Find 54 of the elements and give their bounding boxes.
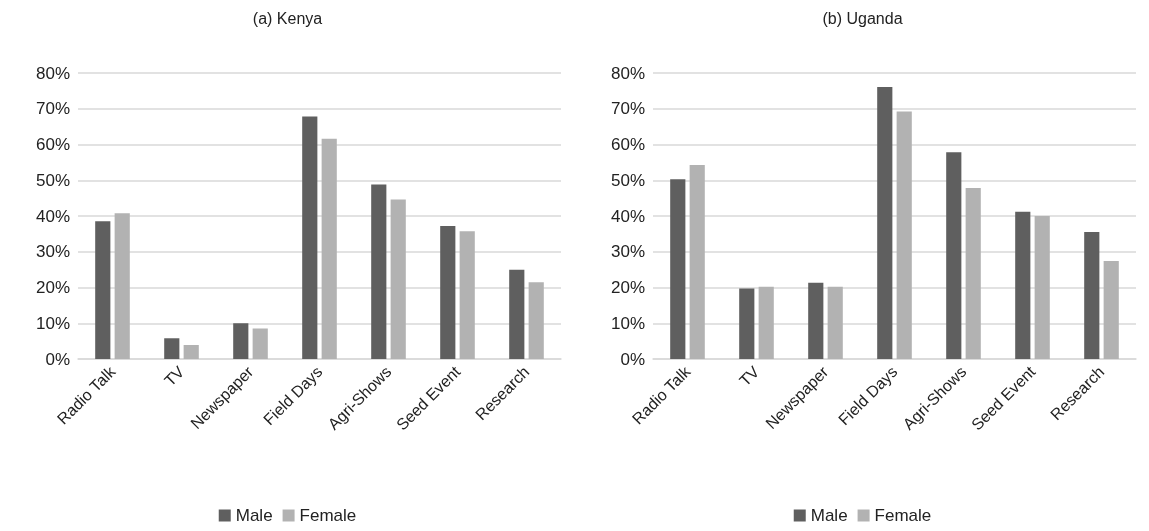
bar xyxy=(965,188,981,359)
bar xyxy=(876,86,892,359)
y-tick-label: 70% xyxy=(610,99,645,119)
y-tick-label: 80% xyxy=(35,63,70,83)
bar xyxy=(669,179,685,359)
chart-title: (b) Uganda xyxy=(821,9,903,27)
bar xyxy=(827,286,843,359)
bar xyxy=(164,338,180,359)
bar xyxy=(758,286,774,359)
bar xyxy=(459,231,475,359)
bar xyxy=(95,221,111,359)
y-tick-label: 30% xyxy=(35,242,70,262)
y-tick-label: 0% xyxy=(619,349,645,369)
bar xyxy=(1103,261,1119,359)
y-tick-label: 50% xyxy=(610,170,645,190)
bar xyxy=(390,199,406,359)
y-tick-label: 60% xyxy=(610,135,645,154)
bar xyxy=(689,164,705,359)
y-tick-label: 40% xyxy=(35,206,70,226)
y-tick-label: 20% xyxy=(35,278,70,297)
bar xyxy=(528,282,544,359)
y-tick-label: 20% xyxy=(610,278,645,297)
bar xyxy=(738,288,754,359)
bar xyxy=(1014,211,1030,359)
chart-title: (a) Kenya xyxy=(252,9,323,27)
legend-label: Male xyxy=(810,506,848,525)
bar xyxy=(233,323,249,359)
bar xyxy=(321,138,337,359)
x-tick-label: TV xyxy=(161,362,188,390)
y-tick-label: 70% xyxy=(35,99,70,119)
bar xyxy=(252,328,268,359)
bar xyxy=(509,269,525,359)
bar xyxy=(114,213,130,359)
y-tick-label: 40% xyxy=(610,206,645,226)
bar xyxy=(371,184,387,359)
y-tick-label: 10% xyxy=(610,313,645,333)
bar xyxy=(183,345,199,359)
bar xyxy=(1034,216,1050,359)
y-tick-label: 80% xyxy=(610,63,645,83)
bar xyxy=(945,152,961,359)
y-tick-label: 10% xyxy=(35,313,70,333)
y-tick-label: 30% xyxy=(610,242,645,262)
bar xyxy=(1083,232,1099,359)
bar xyxy=(896,111,912,359)
bar xyxy=(440,226,456,359)
bar xyxy=(807,282,823,359)
legend-label: Female xyxy=(299,506,357,525)
y-tick-label: 0% xyxy=(45,349,70,369)
y-tick-label: 50% xyxy=(35,170,70,190)
legend-label: Male xyxy=(235,506,273,525)
legend-label: Female xyxy=(874,506,931,525)
y-tick-label: 60% xyxy=(35,135,70,154)
x-tick-label: TV xyxy=(735,362,763,390)
bar xyxy=(302,116,318,359)
